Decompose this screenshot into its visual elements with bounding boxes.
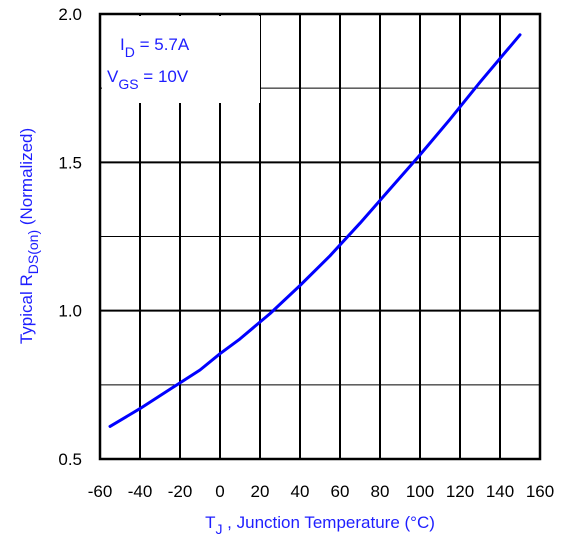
x-tick-label: -60 [88, 482, 113, 501]
x-tick-label: 120 [446, 482, 474, 501]
x-tick-label: 0 [215, 482, 224, 501]
annotation: ID = 5.7A VGS = 10V [102, 16, 260, 103]
series-layer [108, 33, 522, 428]
y-axis-title: Typical RDS(on) (Normalized) [17, 128, 41, 344]
y-tick-label: 2.0 [58, 5, 82, 24]
x-tick-label: 20 [251, 482, 270, 501]
x-tick-label: 80 [371, 482, 390, 501]
x-tick-label: 100 [406, 482, 434, 501]
y-tick-label: 1.5 [58, 153, 82, 172]
x-axis-ticks: -60 -40 -20 0 20 40 60 80 100 120 140 160 [88, 482, 554, 501]
annotation-line-vgs: VGS = 10V [107, 67, 189, 92]
x-tick-label: 40 [291, 482, 310, 501]
x-tick-label: 60 [331, 482, 350, 501]
plot-frame [98, 12, 542, 461]
x-tick-label: -40 [128, 482, 153, 501]
x-axis-title: TJ , Junction Temperature (°C) [205, 513, 435, 537]
y-tick-label: 1.0 [58, 302, 82, 321]
annotation-line-id: ID = 5.7A [120, 35, 190, 60]
x-tick-label: 160 [526, 482, 554, 501]
x-tick-label: -20 [168, 482, 193, 501]
annotation-box [102, 16, 260, 103]
y-tick-label: 0.5 [58, 450, 82, 469]
y-axis-ticks: 0.5 1.0 1.5 2.0 [58, 5, 82, 469]
x-tick-label: 140 [486, 482, 514, 501]
series-line [108, 33, 522, 428]
